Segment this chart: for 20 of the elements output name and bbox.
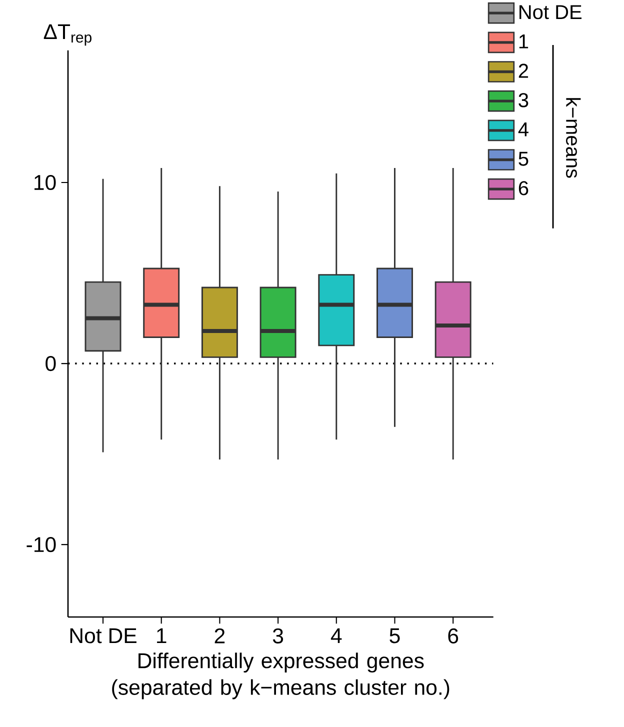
x-tick-label: 2 xyxy=(214,628,225,644)
x-tick-label: 4 xyxy=(330,628,342,644)
y-tick-label: -10 xyxy=(26,537,56,552)
y-tick-label: 0 xyxy=(46,356,56,372)
x-tick-label: 3 xyxy=(272,628,284,644)
x-tick-label: Not DE xyxy=(70,628,136,644)
x-tick-label: 6 xyxy=(448,628,458,644)
legend-label: 2 xyxy=(518,64,528,78)
legend-label: 4 xyxy=(518,122,528,136)
x-tick-label: 5 xyxy=(390,628,400,644)
x-axis-title: Differentially expressed genes (separated by k−means cluster no.) xyxy=(112,652,450,700)
text: k−means xyxy=(566,98,581,178)
legend-label: 1 xyxy=(519,34,528,48)
legend-label: 5 xyxy=(518,152,528,166)
legend-label: Not DE xyxy=(520,5,582,20)
x-tick-label: 1 xyxy=(157,628,166,644)
legend-label: 3 xyxy=(518,93,528,108)
y-tick-label: 10 xyxy=(34,174,56,190)
legend-label: 6 xyxy=(518,181,528,196)
y-axis-title: ΔT$_{rep}$ xyxy=(44,24,92,46)
